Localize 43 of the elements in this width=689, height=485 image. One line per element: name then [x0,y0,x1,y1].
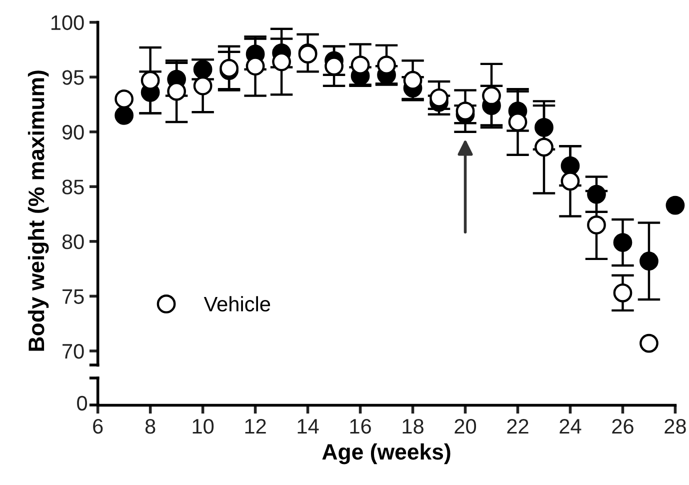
point [560,172,580,191]
x-tick-label: 18 [402,418,424,434]
x-tick-label: 14 [298,419,319,434]
point [193,76,212,96]
point [613,233,632,252]
point [666,196,685,215]
x-tick-label: 12 [245,418,266,434]
point [534,138,554,157]
x-tick-label: 8 [145,418,156,434]
point [114,90,134,108]
point [640,252,658,271]
x-tick-label: 26 [612,418,634,434]
x-tick-label: 20 [454,418,476,434]
y-tick-label: 80 [62,234,84,250]
point [587,184,606,204]
x-axis-title: Age (weeks) [322,443,450,464]
y-tick-label: 90 [62,124,84,140]
x-tick-label: 24 [560,418,582,434]
text: 0 [77,396,88,411]
point [324,56,344,76]
y-tick-label: 95 [62,70,84,85]
x-tick-label: 22 [507,418,528,434]
y-tick-label: 75 [62,289,84,304]
x-tick-label: 28 [664,418,686,434]
point [560,156,580,176]
legend-label: Vehicle [204,296,270,312]
point [114,106,134,125]
point [534,118,554,137]
point [430,88,448,108]
y-tick-label: 70 [62,344,84,359]
point [140,70,160,90]
x-tick-label: 16 [350,418,371,434]
point [403,70,422,90]
point [587,216,606,234]
x-tick-label: 6 [93,418,103,434]
y-tick-label: 100 [51,15,84,30]
point [640,334,658,353]
point [613,283,632,302]
point [508,112,528,132]
x-tick-label: 10 [192,418,214,434]
y-tick-label: 85 [62,180,84,194]
y-axis-title: Body weight (% maximum) [28,70,49,351]
point [246,56,265,76]
